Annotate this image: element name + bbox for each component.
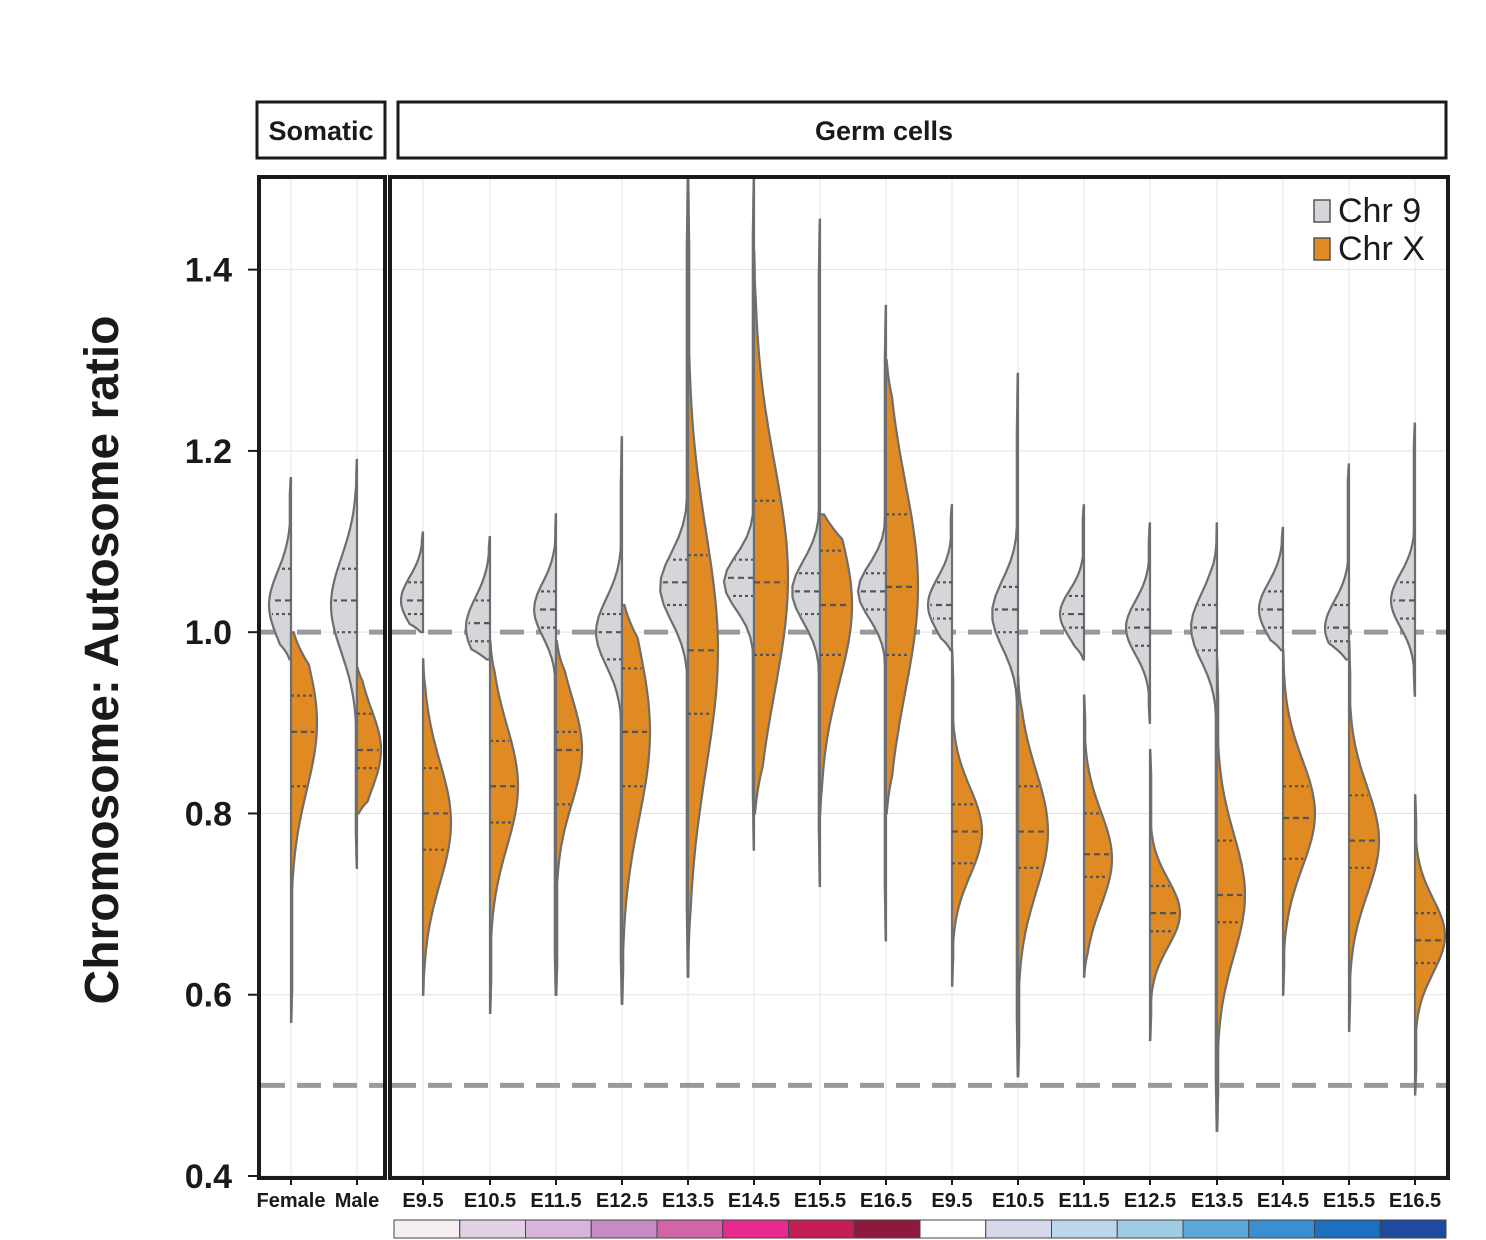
y-tick-labels: 0.4 0.6 0.8 1.0 1.2 1.4 — [185, 252, 259, 1196]
x-tick-label: E14.5 — [728, 1190, 780, 1212]
stage-color-cell — [722, 1219, 789, 1239]
violin-chr9 — [267, 477, 293, 661]
stage-color-cell — [393, 1219, 461, 1239]
stage-color-cell — [1314, 1219, 1381, 1239]
x-tick-label: E14.5 — [1257, 1190, 1309, 1212]
violins — [267, 177, 1447, 1132]
violin-chrx — [950, 649, 984, 987]
violin-chr9 — [856, 304, 888, 942]
violin-chrx — [818, 513, 854, 815]
violin-chr9 — [722, 177, 756, 851]
x-tick-label: E16.5 — [860, 1190, 912, 1212]
x-tick-label: E11.5 — [1058, 1190, 1109, 1212]
violin-chr9 — [1124, 522, 1152, 724]
gridlines — [261, 179, 1446, 1177]
x-tick-label: Female — [257, 1190, 326, 1212]
somatic-header-box — [255, 100, 387, 160]
violin-chrx — [1148, 748, 1182, 1042]
x-tick-label: E10.5 — [464, 1190, 516, 1212]
stage-color-cell — [853, 1219, 921, 1239]
y-tick-label: 0.4 — [185, 1158, 232, 1196]
legend-label-chr9: Chr 9 — [1338, 192, 1421, 230]
violin-chrx — [1281, 649, 1317, 996]
violin-chrx — [1347, 639, 1381, 1033]
stage-color-cell — [985, 1219, 1052, 1239]
legend-label-chrx: Chr X — [1338, 230, 1425, 268]
violin-chr9 — [532, 513, 558, 996]
y-axis-label: Chromosome: Autosome ratio — [76, 316, 129, 1005]
germ-cells-header-box — [396, 100, 1448, 160]
violin-chr9 — [659, 177, 690, 978]
legend-swatch-chr9 — [1313, 199, 1331, 223]
violin-chrx — [421, 658, 453, 996]
y-tick-label: 0.8 — [185, 795, 232, 833]
violin-chr9 — [1189, 522, 1219, 1132]
x-tick-label: E9.5 — [931, 1190, 972, 1212]
violin-chrx — [752, 250, 790, 815]
x-tick-label: E15.5 — [1323, 1190, 1375, 1212]
violin-chrx — [488, 639, 520, 1015]
x-tick-label: E12.5 — [596, 1190, 648, 1212]
germ-plot-frame — [388, 175, 1450, 1180]
somatic-header-label: Somatic — [268, 116, 373, 146]
violin-chr9 — [791, 218, 822, 888]
x-tick-label: E16.5 — [1389, 1190, 1441, 1212]
y-tick-label: 1.0 — [185, 614, 232, 652]
x-tick-label: E13.5 — [662, 1190, 714, 1212]
x-tick-label: E15.5 — [794, 1190, 846, 1212]
stage-color-cell — [656, 1219, 724, 1239]
stage-color-cell — [919, 1219, 987, 1239]
stage-color-cell — [590, 1219, 658, 1239]
violin-chrx — [1413, 794, 1447, 1096]
somatic-plot-frame — [257, 175, 387, 1180]
x-tick-labels: Female Male E9.5 E10.5 E11.5 E12.5 E13.5 E14.5 E… — [257, 1178, 1441, 1212]
stage-color-cell — [1116, 1219, 1184, 1239]
stage-color-cell — [1379, 1219, 1447, 1239]
stage-color-cell — [1051, 1219, 1118, 1239]
x-tick-label: E12.5 — [1124, 1190, 1176, 1212]
violin-chrx — [554, 640, 584, 996]
germ-cells-header-label: Germ cells — [815, 116, 953, 146]
violin-chrx — [355, 667, 383, 815]
violin-chr9 — [1389, 422, 1417, 697]
violin-chr9 — [594, 436, 624, 1005]
violin-chrx — [1016, 676, 1050, 1078]
violin-chr9 — [1058, 504, 1086, 661]
violin-chrx — [620, 603, 652, 1005]
violin-chr9 — [1257, 526, 1285, 652]
violin-chr9 — [329, 458, 359, 870]
violin-chr9 — [399, 531, 425, 634]
violin-chrx — [686, 177, 720, 978]
stage-color-cell — [459, 1219, 526, 1239]
violin-chrx — [1082, 694, 1114, 978]
x-tick-label: E13.5 — [1191, 1190, 1243, 1212]
violin-chr9 — [991, 372, 1020, 1078]
stage-color-cell — [1248, 1219, 1315, 1239]
stage-color-cell — [1182, 1219, 1250, 1239]
stage-color-cell — [788, 1219, 855, 1239]
x-tick-label: E10.5 — [992, 1190, 1044, 1212]
x-tick-label: E11.5 — [530, 1190, 581, 1212]
violin-chr9 — [926, 504, 954, 652]
stage-color-cell — [525, 1219, 592, 1239]
legend: Chr 9 Chr X — [1313, 192, 1425, 268]
violin-chr9 — [464, 535, 492, 661]
violin-chr9 — [1323, 463, 1351, 661]
x-tick-label: E9.5 — [402, 1190, 443, 1212]
legend-swatch-chrx — [1313, 237, 1331, 261]
violin-chrx — [289, 631, 319, 1024]
stage-color-strip — [393, 1219, 1447, 1239]
y-tick-label: 1.2 — [185, 433, 232, 471]
y-tick-label: 1.4 — [185, 252, 232, 290]
x-tick-label: Male — [335, 1190, 379, 1212]
y-tick-label: 0.6 — [185, 977, 232, 1015]
